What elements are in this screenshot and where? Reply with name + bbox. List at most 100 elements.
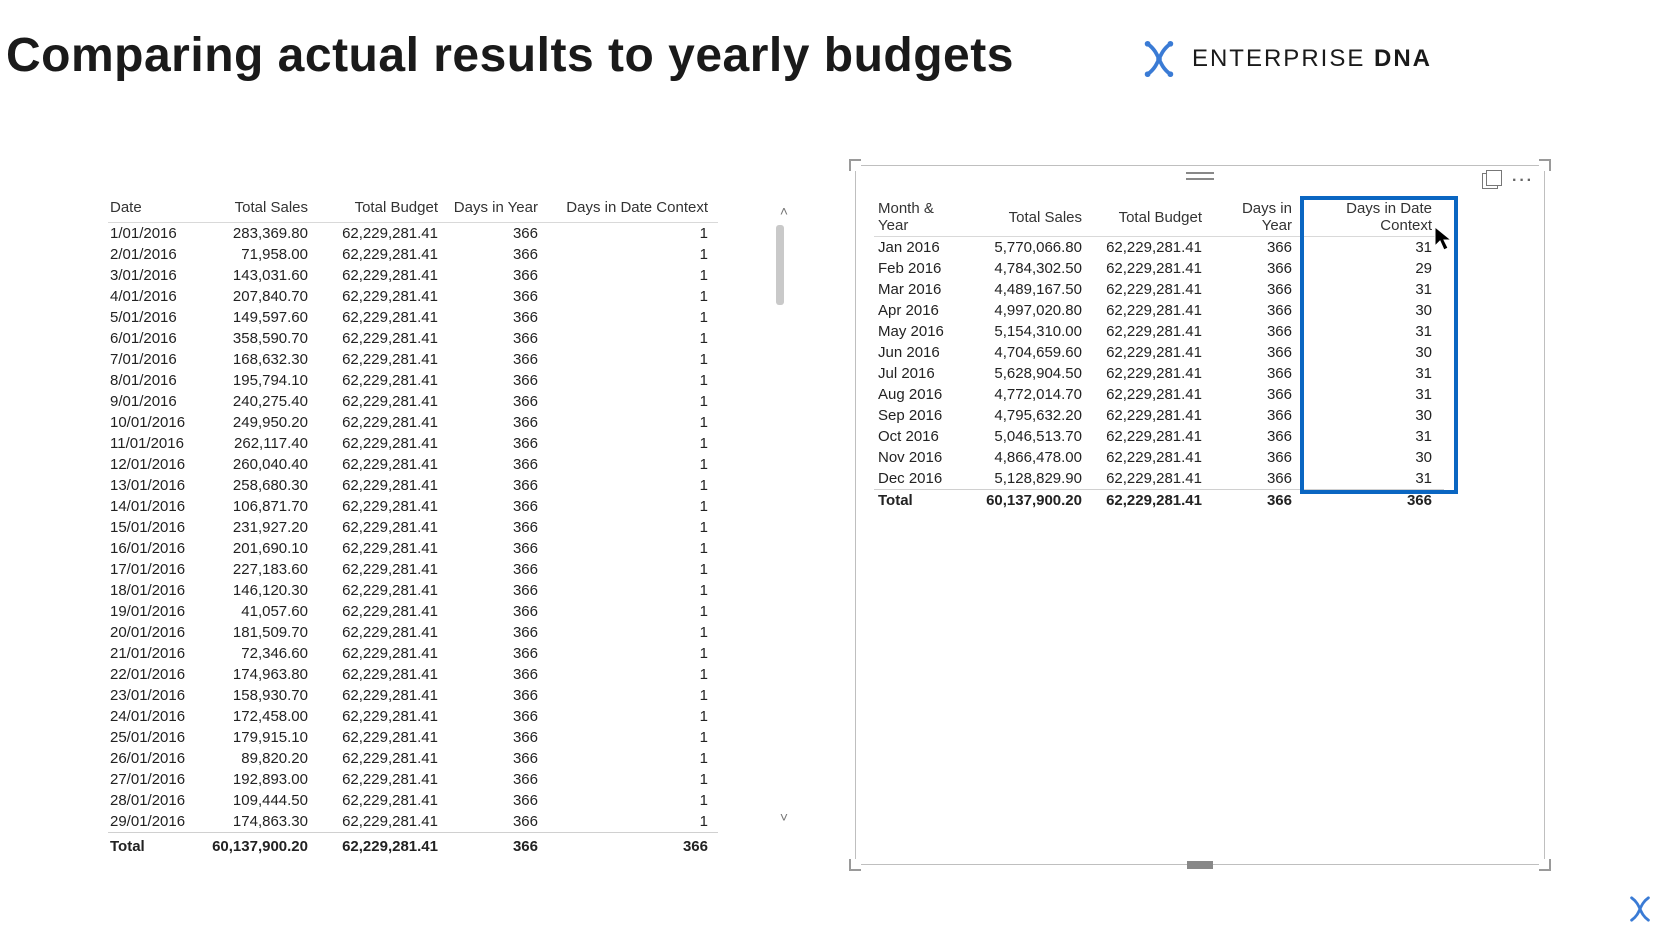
table-cell: 62,229,281.41 bbox=[318, 328, 448, 349]
daily-table-visual[interactable]: DateTotal SalesTotal BudgetDays in YearD… bbox=[108, 195, 768, 845]
column-header[interactable]: Days in Date Context bbox=[548, 195, 718, 223]
table-cell: 28/01/2016 bbox=[108, 790, 198, 811]
scroll-up-icon[interactable]: ˄ bbox=[780, 203, 788, 219]
table-cell: 62,229,281.41 bbox=[1094, 447, 1214, 468]
table-row[interactable]: Sep 20164,795,632.2062,229,281.4136630 bbox=[874, 405, 1444, 426]
table-cell: 3/01/2016 bbox=[108, 265, 198, 286]
table-cell: 62,229,281.41 bbox=[1094, 237, 1214, 259]
table-row[interactable]: Nov 20164,866,478.0062,229,281.4136630 bbox=[874, 447, 1444, 468]
table-row[interactable]: 23/01/2016158,930.7062,229,281.413661 bbox=[108, 685, 718, 706]
table-cell: 2/01/2016 bbox=[108, 244, 198, 265]
table-row[interactable]: Oct 20165,046,513.7062,229,281.4136631 bbox=[874, 426, 1444, 447]
scroll-down-icon[interactable]: ˅ bbox=[780, 809, 788, 825]
resize-handle-tl[interactable] bbox=[849, 159, 861, 171]
table-cell: 366 bbox=[448, 244, 548, 265]
table-row[interactable]: 12/01/2016260,040.4062,229,281.413661 bbox=[108, 454, 718, 475]
table-cell: Nov 2016 bbox=[874, 447, 974, 468]
table-cell: 1 bbox=[548, 664, 718, 685]
scrollbar-thumb[interactable] bbox=[776, 225, 784, 305]
column-header[interactable]: Days in Year bbox=[1214, 198, 1304, 237]
table-row[interactable]: 21/01/201672,346.6062,229,281.413661 bbox=[108, 643, 718, 664]
table-row[interactable]: 3/01/2016143,031.6062,229,281.413661 bbox=[108, 265, 718, 286]
resize-handle-tr[interactable] bbox=[1539, 159, 1551, 171]
table-cell: 62,229,281.41 bbox=[318, 769, 448, 790]
table-row[interactable]: Mar 20164,489,167.5062,229,281.4136631 bbox=[874, 279, 1444, 300]
monthly-table-visual[interactable]: ··· Month & YearTotal SalesTotal BudgetD… bbox=[855, 165, 1545, 865]
table-row[interactable]: 7/01/2016168,632.3062,229,281.413661 bbox=[108, 349, 718, 370]
table-row[interactable]: 27/01/2016192,893.0062,229,281.413661 bbox=[108, 769, 718, 790]
table-cell: 1 bbox=[548, 811, 718, 833]
table-row[interactable]: 5/01/2016149,597.6062,229,281.413661 bbox=[108, 307, 718, 328]
column-header[interactable]: Date bbox=[108, 195, 198, 223]
table-cell: 1 bbox=[548, 685, 718, 706]
subscribe-icon[interactable] bbox=[1626, 895, 1654, 923]
table-cell: 366 bbox=[448, 517, 548, 538]
table-row[interactable]: May 20165,154,310.0062,229,281.4136631 bbox=[874, 321, 1444, 342]
table-row[interactable]: 1/01/2016283,369.8062,229,281.413661 bbox=[108, 223, 718, 245]
table-row[interactable]: 29/01/2016174,863.3062,229,281.413661 bbox=[108, 811, 718, 833]
column-header[interactable]: Total Sales bbox=[974, 198, 1094, 237]
table-row[interactable]: 15/01/2016231,927.2062,229,281.413661 bbox=[108, 517, 718, 538]
table-row[interactable]: 24/01/2016172,458.0062,229,281.413661 bbox=[108, 706, 718, 727]
table-row[interactable]: 17/01/2016227,183.6062,229,281.413661 bbox=[108, 559, 718, 580]
more-options-icon[interactable]: ··· bbox=[1512, 172, 1534, 190]
table-cell: 1 bbox=[548, 370, 718, 391]
table-row[interactable]: 22/01/2016174,963.8062,229,281.413661 bbox=[108, 664, 718, 685]
table-row[interactable]: 6/01/2016358,590.7062,229,281.413661 bbox=[108, 328, 718, 349]
table-row[interactable]: Apr 20164,997,020.8062,229,281.4136630 bbox=[874, 300, 1444, 321]
table-row[interactable]: 13/01/2016258,680.3062,229,281.413661 bbox=[108, 475, 718, 496]
table-row[interactable]: 14/01/2016106,871.7062,229,281.413661 bbox=[108, 496, 718, 517]
column-header[interactable]: Days in Year bbox=[448, 195, 548, 223]
table-row[interactable]: 9/01/2016240,275.4062,229,281.413661 bbox=[108, 391, 718, 412]
table-cell: 31 bbox=[1304, 468, 1444, 490]
table-cell: 62,229,281.41 bbox=[318, 811, 448, 833]
table-row[interactable]: 20/01/2016181,509.7062,229,281.413661 bbox=[108, 622, 718, 643]
column-header[interactable]: Month & Year bbox=[874, 198, 974, 237]
table-cell: 4,784,302.50 bbox=[974, 258, 1094, 279]
table-row[interactable]: Aug 20164,772,014.7062,229,281.4136631 bbox=[874, 384, 1444, 405]
column-header[interactable]: Days in Date Context bbox=[1304, 198, 1444, 237]
table-row[interactable]: 10/01/2016249,950.2062,229,281.413661 bbox=[108, 412, 718, 433]
table-cell: 6/01/2016 bbox=[108, 328, 198, 349]
table-cell: 62,229,281.41 bbox=[318, 643, 448, 664]
resize-handle-br[interactable] bbox=[1539, 859, 1551, 871]
column-header[interactable]: Total Budget bbox=[1094, 198, 1214, 237]
table-cell: 262,117.40 bbox=[198, 433, 318, 454]
table-row[interactable]: Jan 20165,770,066.8062,229,281.4136631 bbox=[874, 237, 1444, 259]
table-row[interactable]: 8/01/2016195,794.1062,229,281.413661 bbox=[108, 370, 718, 391]
table-cell: 23/01/2016 bbox=[108, 685, 198, 706]
table-cell: 14/01/2016 bbox=[108, 496, 198, 517]
table-cell: 62,229,281.41 bbox=[318, 286, 448, 307]
table-row[interactable]: 28/01/2016109,444.5062,229,281.413661 bbox=[108, 790, 718, 811]
table-cell: 1 bbox=[548, 538, 718, 559]
total-row: Total60,137,900.2062,229,281.41366366 bbox=[874, 490, 1444, 512]
table-cell: 366 bbox=[1214, 405, 1304, 426]
table-row[interactable]: 2/01/201671,958.0062,229,281.413661 bbox=[108, 244, 718, 265]
total-cell: 366 bbox=[1304, 490, 1444, 512]
total-cell: 60,137,900.20 bbox=[974, 490, 1094, 512]
resize-handle-bl[interactable] bbox=[849, 859, 861, 871]
table-row[interactable]: 18/01/2016146,120.3062,229,281.413661 bbox=[108, 580, 718, 601]
table-row[interactable]: 16/01/2016201,690.1062,229,281.413661 bbox=[108, 538, 718, 559]
table-cell: 366 bbox=[1214, 342, 1304, 363]
table-row[interactable]: 25/01/2016179,915.1062,229,281.413661 bbox=[108, 727, 718, 748]
daily-table: DateTotal SalesTotal BudgetDays in YearD… bbox=[108, 195, 718, 857]
column-header[interactable]: Total Budget bbox=[318, 195, 448, 223]
table-row[interactable]: Jun 20164,704,659.6062,229,281.4136630 bbox=[874, 342, 1444, 363]
table-cell: 31 bbox=[1304, 384, 1444, 405]
table-cell: 4,795,632.20 bbox=[974, 405, 1094, 426]
table-row[interactable]: Jul 20165,628,904.5062,229,281.4136631 bbox=[874, 363, 1444, 384]
table-row[interactable]: Feb 20164,784,302.5062,229,281.4136629 bbox=[874, 258, 1444, 279]
resize-handle-bottom[interactable] bbox=[1187, 861, 1213, 869]
table-row[interactable]: 4/01/2016207,840.7062,229,281.413661 bbox=[108, 286, 718, 307]
column-header[interactable]: Total Sales bbox=[198, 195, 318, 223]
table-cell: 10/01/2016 bbox=[108, 412, 198, 433]
focus-mode-icon[interactable] bbox=[1482, 173, 1498, 189]
table-row[interactable]: Dec 20165,128,829.9062,229,281.4136631 bbox=[874, 468, 1444, 490]
table-row[interactable]: 19/01/201641,057.6062,229,281.413661 bbox=[108, 601, 718, 622]
move-handle-icon[interactable] bbox=[1186, 172, 1214, 180]
table-row[interactable]: 11/01/2016262,117.4062,229,281.413661 bbox=[108, 433, 718, 454]
table-row[interactable]: 26/01/201689,820.2062,229,281.413661 bbox=[108, 748, 718, 769]
table-cell: 366 bbox=[1214, 447, 1304, 468]
table-cell: 172,458.00 bbox=[198, 706, 318, 727]
